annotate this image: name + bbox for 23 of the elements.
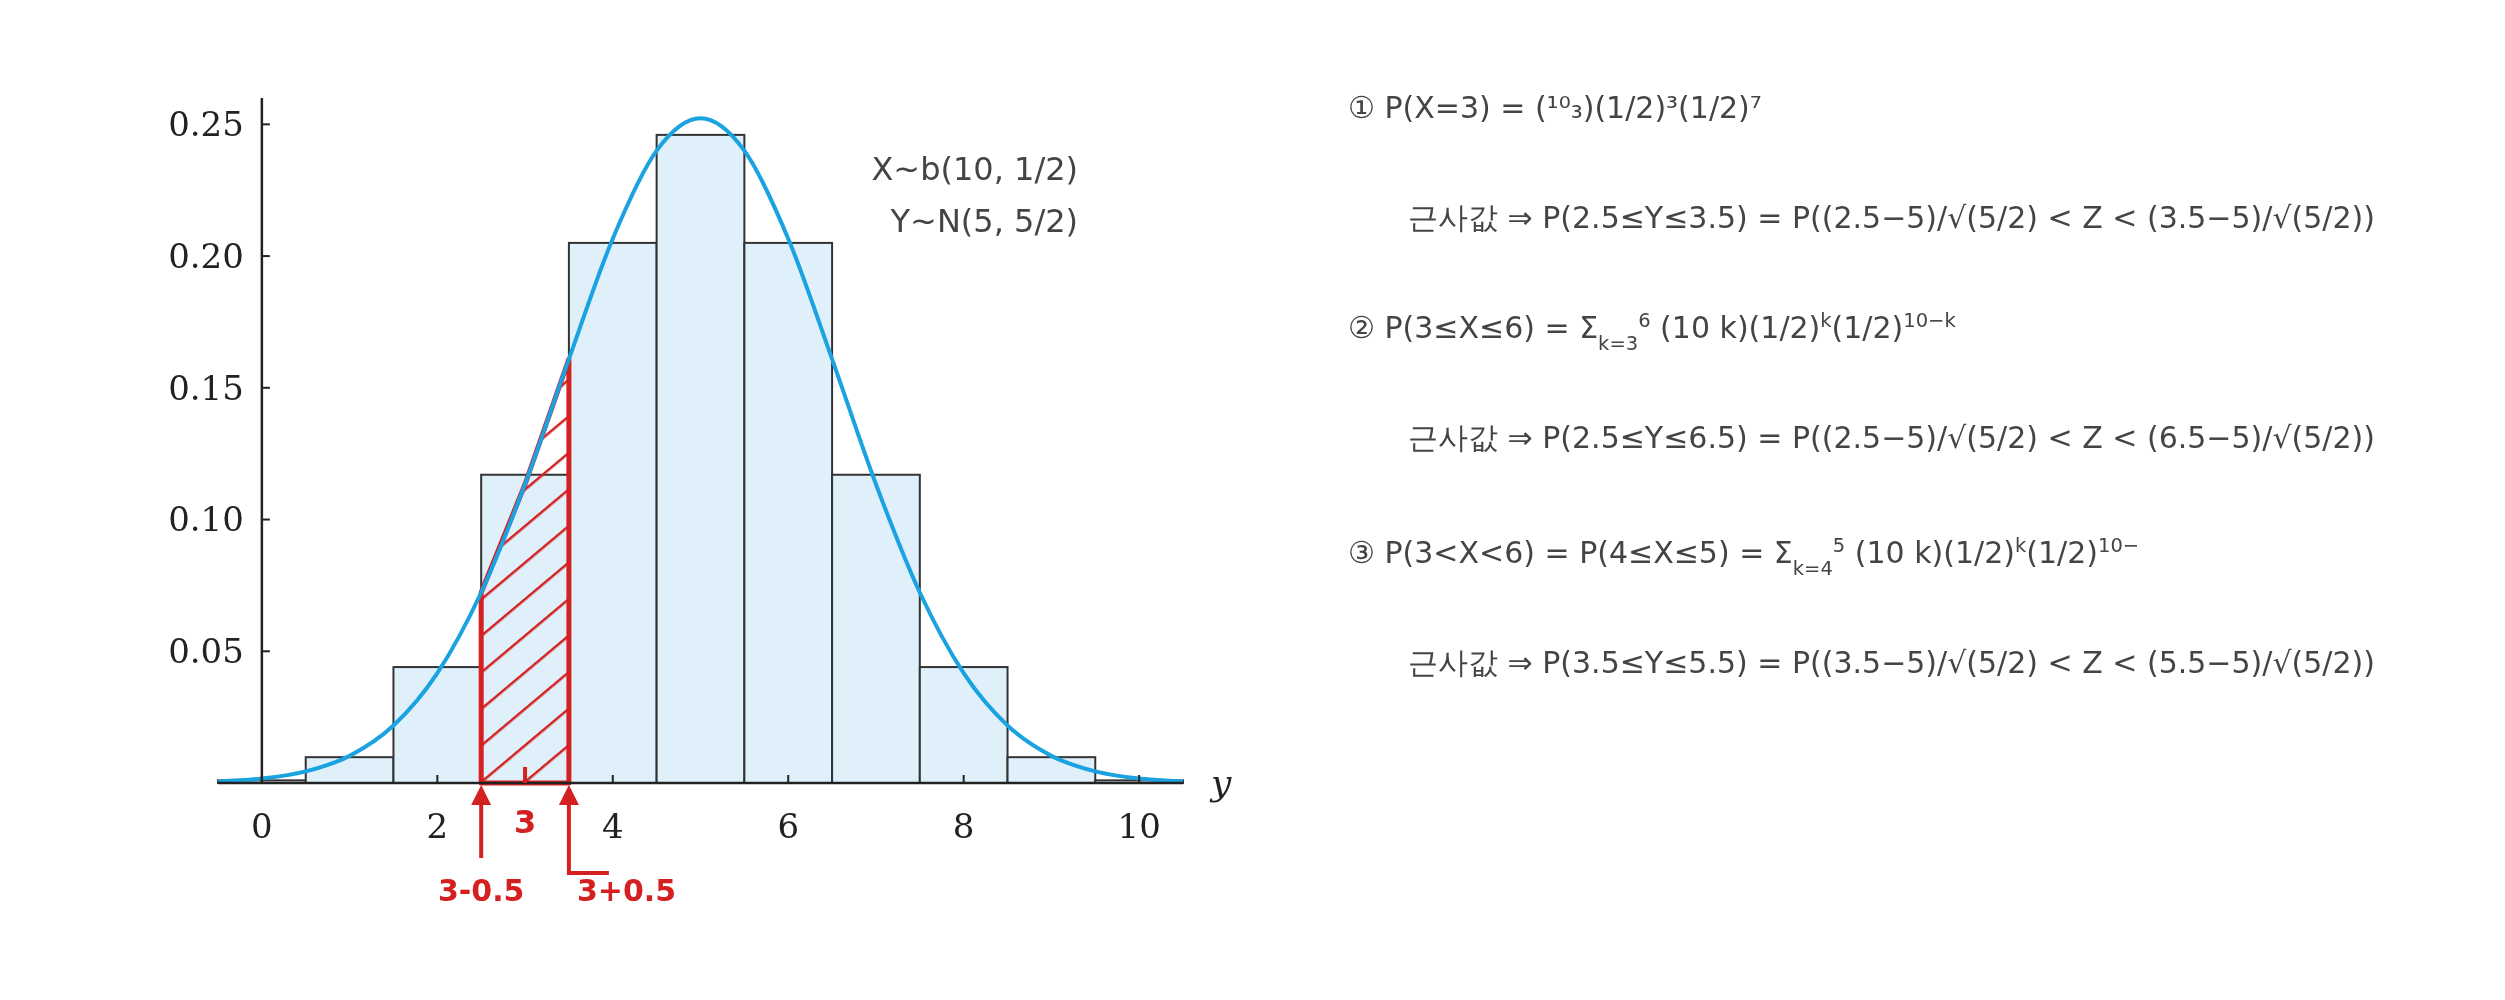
y-tick-label: 0.15: [168, 367, 244, 408]
ref-line-label: 3-0.5: [437, 873, 525, 908]
x-tick-label: 2: [426, 806, 449, 846]
y-tick-label: 0.20: [168, 235, 244, 276]
ref-line-label: 3+0.5: [576, 873, 677, 908]
x-tick-label: 10: [1117, 806, 1161, 846]
annotation: X~b(10, 1/2): [871, 150, 1078, 188]
text: 근사값 ⇒ P(3.5≤Y≤5.5) = P((3.5−5)/√(5/2) < Z < (5.5−5)/√(5/2)): [1408, 645, 2375, 680]
text: ③ P(3<X<6) = P(4≤X≤5) = Σ$_{k=4}$$^{5}$ (10 k)(1/2)$^{k}$(1/2)$^{10−}$: [1348, 533, 2140, 580]
y-tick-label: 0.25: [168, 104, 244, 145]
x-tick-label: 0: [251, 806, 273, 846]
x-axis-title: y: [1209, 762, 1232, 803]
annotation: Y~N(5, 5/2): [889, 202, 1078, 240]
text: ① P(X=3) = (¹⁰₃)(1/2)³(1/2)⁷: [1348, 90, 1762, 125]
x-tick-label: 4: [601, 806, 624, 846]
y-tick-label: 0.10: [168, 499, 244, 540]
x-tick-label: 8: [952, 806, 975, 846]
x-tick-label: 6: [777, 806, 800, 846]
text: 근사값 ⇒ P(2.5≤Y≤6.5) = P((2.5−5)/√(5/2) < Z < (6.5−5)/√(5/2)): [1408, 420, 2375, 455]
annotation: 3: [513, 803, 537, 841]
text: ② P(3≤X≤6) = Σ$_{k=3}$$^{6}$ (10 k)(1/2)$^{k}$(1/2)$^{10−k}$: [1348, 308, 1957, 355]
y-tick-label: 0.05: [168, 631, 244, 672]
text: 근사값 ⇒ P(2.5≤Y≤3.5) = P((2.5−5)/√(5/2) < Z < (3.5−5)/√(5/2)): [1408, 200, 2375, 235]
